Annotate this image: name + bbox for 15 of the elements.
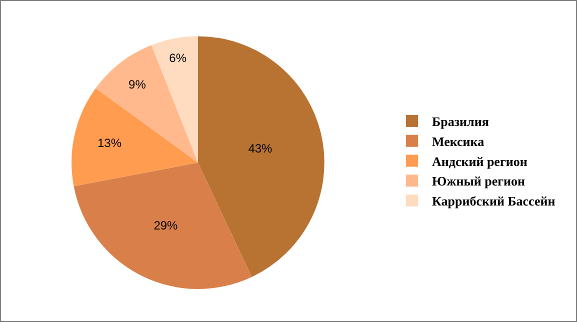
data-label: 29% (154, 218, 178, 233)
data-label: 43% (248, 142, 273, 156)
legend-label: Южный регион (432, 174, 526, 189)
pie-slice (151, 36, 198, 163)
legend-label: Андский регион (432, 154, 528, 169)
legend-label: Бразилия (432, 114, 489, 130)
legend-label: Каррибский Бассейн (432, 194, 556, 209)
data-label: 9% (128, 78, 146, 92)
pie-slice (198, 36, 324, 277)
pie-slice (96, 45, 198, 163)
legend-label: Мексика (432, 134, 485, 149)
data-label: 13% (97, 136, 122, 150)
pie-slice (74, 162, 252, 289)
data-label: 6% (169, 51, 187, 66)
pie-slice (72, 88, 198, 186)
